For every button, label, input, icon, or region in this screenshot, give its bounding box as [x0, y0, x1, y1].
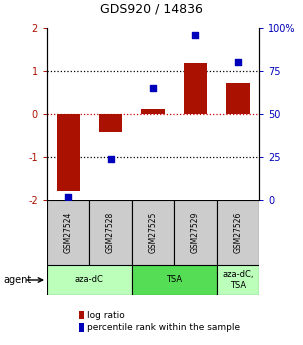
Bar: [89, 200, 132, 265]
Text: GSM27525: GSM27525: [148, 212, 158, 253]
Bar: [99, 114, 122, 132]
Bar: [56, 114, 80, 191]
Text: GSM27526: GSM27526: [233, 212, 242, 253]
Bar: [174, 200, 217, 265]
Bar: [141, 109, 165, 114]
Text: log ratio: log ratio: [87, 311, 125, 320]
Bar: [184, 63, 207, 114]
Bar: [132, 200, 174, 265]
Point: [66, 194, 71, 199]
Bar: [47, 265, 132, 295]
Text: GSM27529: GSM27529: [191, 212, 200, 253]
Point: [108, 156, 113, 161]
Text: TSA: TSA: [166, 276, 182, 285]
Text: agent: agent: [3, 275, 31, 285]
Point: [193, 32, 198, 38]
Text: aza-dC: aza-dC: [75, 276, 104, 285]
Point: [235, 60, 240, 65]
Bar: [217, 200, 259, 265]
Bar: [47, 200, 89, 265]
Text: percentile rank within the sample: percentile rank within the sample: [87, 323, 240, 332]
Point: [151, 86, 155, 91]
Bar: [132, 265, 217, 295]
Bar: [226, 83, 250, 114]
Text: GSM27524: GSM27524: [64, 212, 73, 253]
Text: GSM27528: GSM27528: [106, 212, 115, 253]
Text: aza-dC,
TSA: aza-dC, TSA: [222, 270, 254, 290]
Text: GDS920 / 14836: GDS920 / 14836: [100, 3, 203, 16]
Bar: [217, 265, 259, 295]
